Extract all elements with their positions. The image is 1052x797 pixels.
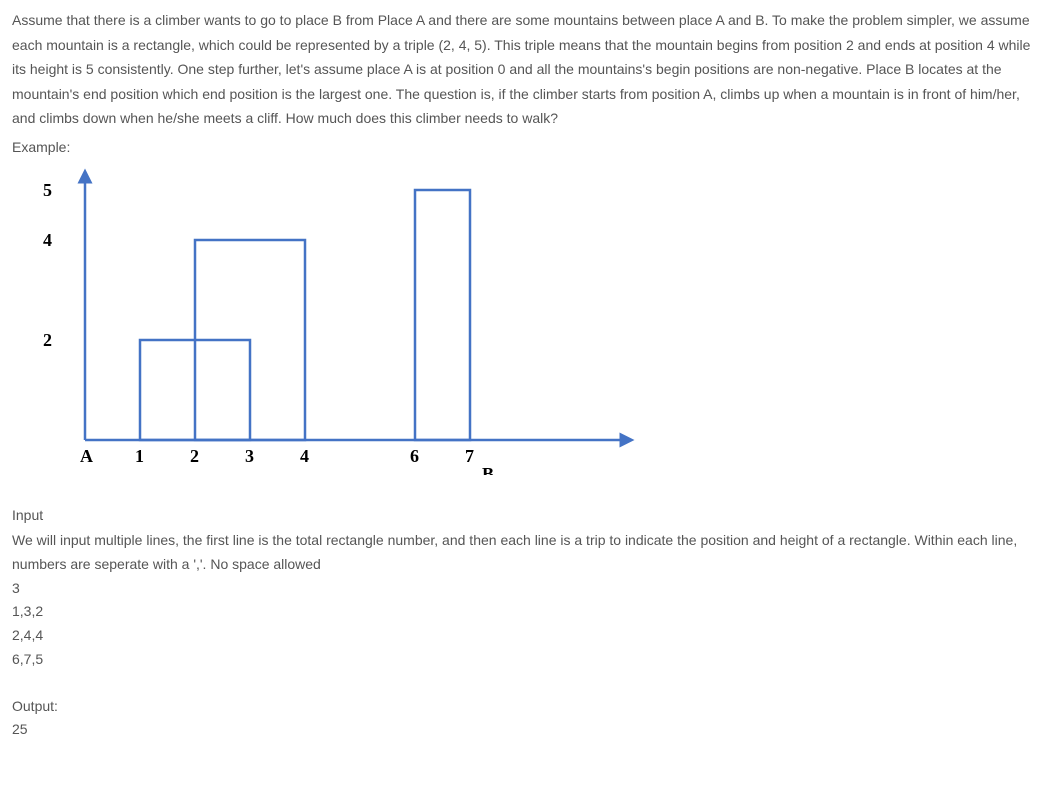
x-tick-label: 1 [135, 446, 144, 466]
example-label: Example: [12, 135, 1040, 160]
mountain-chart-svg: 5 4 2 A 1 2 3 4 6 7B [30, 165, 650, 475]
x-tick-label: 2 [190, 446, 199, 466]
input-line: 3 [12, 577, 1040, 601]
y-tick-label: 4 [43, 230, 52, 250]
problem-paragraph: Assume that there is a climber wants to … [12, 12, 1030, 126]
input-line: 6,7,5 [12, 648, 1040, 672]
problem-statement: Assume that there is a climber wants to … [12, 8, 1040, 131]
input-heading: Input [12, 503, 1040, 528]
mountain-rect [415, 190, 470, 440]
x-tick-label: 3 [245, 446, 254, 466]
example-chart: 5 4 2 A 1 2 3 4 6 7B [30, 165, 1040, 475]
x-tick-label: A [80, 446, 93, 466]
y-tick-label: 5 [43, 180, 52, 200]
x-tick-label: 4 [300, 446, 309, 466]
input-line: 1,3,2 [12, 600, 1040, 624]
output-heading: Output: [12, 694, 1040, 719]
input-description: We will input multiple lines, the first … [12, 528, 1040, 577]
output-line: 25 [12, 718, 1040, 742]
y-tick-label: 2 [43, 330, 52, 350]
output-sample-block: 25 [12, 718, 1040, 742]
x-tick-label: 6 [410, 446, 419, 466]
point-b-label: B [482, 464, 494, 475]
input-sample-block: 31,3,22,4,46,7,5 [12, 577, 1040, 672]
input-line: 2,4,4 [12, 624, 1040, 648]
x-tick-label: 7 [465, 446, 474, 466]
